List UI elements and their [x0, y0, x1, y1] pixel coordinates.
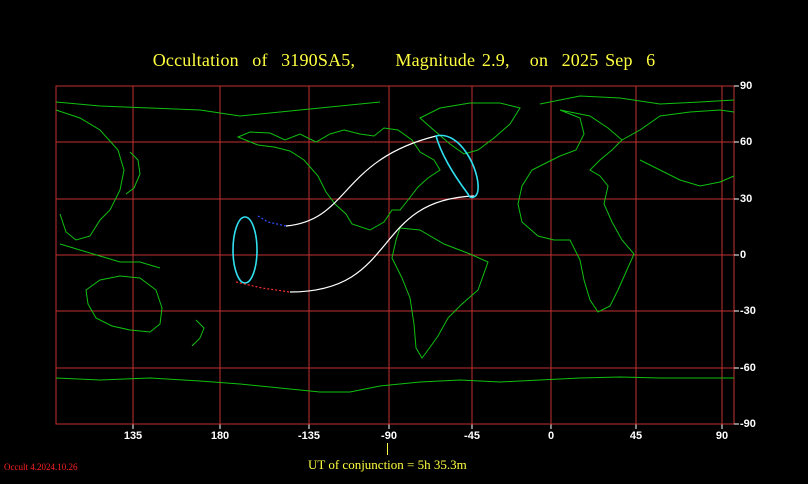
- lon-label: 135: [123, 430, 143, 442]
- indonesia-coast: [59, 243, 161, 269]
- lon-label: 90: [715, 430, 729, 442]
- lon-label: 180: [210, 430, 230, 442]
- australia-coast: [85, 275, 163, 333]
- ut-conjunction-label: UT of conjunction = 5h 35.3m: [308, 457, 467, 472]
- lon-label: 0: [547, 430, 555, 442]
- coordinate-grid: [55, 85, 739, 429]
- coastlines: [55, 95, 735, 393]
- lat-label: -30: [740, 305, 756, 317]
- south-dotted-extension: [235, 281, 291, 293]
- lat-label: 60: [740, 136, 753, 148]
- asia-coast: [55, 109, 735, 241]
- south-america-coast: [391, 227, 489, 359]
- lat-label: 90: [740, 80, 753, 92]
- lon-label: -90: [381, 430, 397, 442]
- lon-label: -45: [464, 430, 480, 442]
- new-zealand-coast: [191, 319, 205, 347]
- lon-label: 45: [629, 430, 643, 442]
- japan-coast: [125, 151, 141, 195]
- lat-label: -60: [740, 362, 756, 374]
- title-magnitude: Magnitude 2.9,: [395, 50, 510, 70]
- south-limit-line: [289, 195, 475, 293]
- sunrise-limit-curve: [435, 134, 479, 199]
- greenland-coast: [419, 102, 521, 155]
- north-limit-line: [285, 135, 437, 227]
- north-dotted-extension: [257, 215, 287, 227]
- lon-label: -135: [297, 430, 321, 442]
- lat-label: 0: [740, 249, 747, 261]
- lat-label: -90: [740, 418, 756, 430]
- version-label: Occult 4.2024.10.26: [4, 462, 78, 472]
- title-object: Occultation of 3190SA5,: [152, 50, 356, 70]
- sunset-limit-curve: [232, 216, 258, 284]
- north-america-coast: [236, 127, 441, 231]
- conjunction-tick: [387, 443, 388, 455]
- lat-label: 30: [740, 193, 753, 205]
- occultation-path: [232, 134, 479, 293]
- antarctica-coast: [55, 376, 734, 393]
- title-date: on 2025 Sep 6: [529, 50, 656, 70]
- arctic-coast: [55, 95, 735, 117]
- map-title: Occultation of 3190SA5, Magnitude 2.9, o…: [0, 50, 808, 71]
- europe-africa-coast: [517, 109, 635, 313]
